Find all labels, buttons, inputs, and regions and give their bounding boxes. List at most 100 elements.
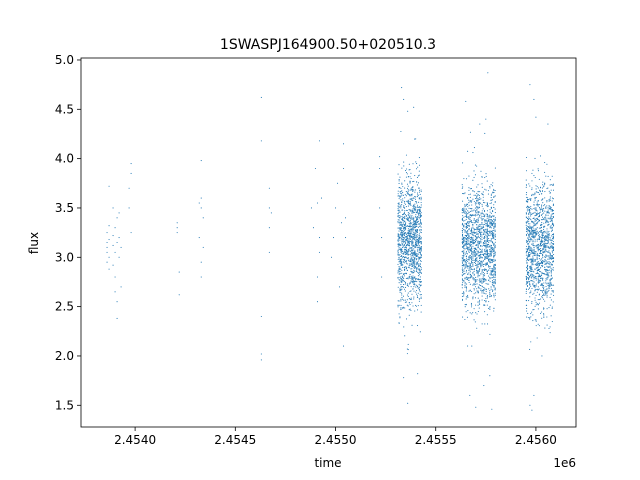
data-point: [491, 249, 493, 251]
data-point: [529, 245, 531, 247]
data-point: [525, 248, 527, 250]
data-point: [409, 198, 411, 200]
data-point: [312, 227, 315, 229]
data-point: [404, 283, 406, 285]
data-point: [379, 167, 381, 170]
data-point: [399, 248, 401, 251]
data-point: [419, 213, 421, 215]
data-point: [467, 273, 469, 275]
data-point: [465, 246, 468, 248]
data-point: [413, 223, 415, 226]
data-point: [484, 289, 486, 291]
data-point: [481, 186, 483, 188]
data-point: [418, 279, 420, 281]
data-point: [419, 225, 421, 227]
data-point: [477, 225, 479, 227]
data-point: [493, 204, 495, 206]
data-point: [547, 175, 549, 177]
data-point: [526, 281, 528, 283]
data-point: [418, 246, 421, 248]
data-point: [526, 249, 529, 251]
data-point: [399, 224, 401, 227]
data-point: [318, 237, 321, 239]
data-point: [533, 204, 535, 206]
data-point: [467, 294, 469, 296]
data-point: [401, 87, 403, 89]
data-point: [549, 237, 551, 239]
data-point: [417, 206, 419, 208]
data-point: [402, 216, 404, 218]
data-point: [400, 230, 402, 232]
data-point: [467, 150, 469, 152]
data-point: [536, 212, 538, 214]
data-point: [528, 220, 530, 222]
data-point: [406, 348, 408, 350]
data-point: [397, 286, 399, 288]
data-point: [398, 273, 400, 275]
data-point: [534, 233, 536, 235]
data-point: [405, 223, 407, 225]
data-point: [529, 238, 531, 241]
data-point: [466, 216, 469, 218]
data-point: [489, 308, 491, 310]
data-point: [408, 309, 410, 311]
data-point: [414, 270, 416, 272]
data-point: [539, 224, 542, 227]
data-point: [464, 285, 466, 287]
data-point: [416, 176, 419, 179]
data-point: [466, 258, 468, 260]
data-point: [465, 208, 467, 210]
data-point: [526, 210, 528, 212]
data-point: [494, 267, 496, 269]
data-point: [549, 198, 551, 200]
data-point: [417, 226, 419, 228]
data-point: [551, 223, 554, 225]
data-point: [485, 293, 487, 295]
data-point: [527, 209, 529, 211]
data-point: [539, 262, 541, 264]
data-point: [530, 292, 532, 294]
data-point: [398, 313, 400, 315]
data-point: [415, 229, 417, 231]
data-point: [407, 214, 409, 216]
data-point: [533, 253, 535, 255]
data-point: [461, 208, 464, 210]
data-point: [414, 238, 416, 240]
data-point: [419, 218, 421, 220]
data-point: [529, 283, 531, 285]
data-point: [486, 217, 488, 219]
data-point: [545, 220, 547, 222]
data-point: [493, 284, 495, 286]
data-point: [461, 299, 464, 301]
data-point: [538, 227, 540, 229]
data-point: [476, 250, 478, 252]
data-point: [535, 325, 537, 327]
data-point: [475, 204, 477, 206]
y-tick-label: 2.5: [55, 300, 74, 314]
data-point: [490, 247, 492, 250]
data-point: [404, 247, 406, 249]
data-point: [494, 252, 496, 254]
data-point: [550, 270, 552, 272]
data-point: [489, 268, 491, 270]
data-point: [407, 225, 409, 228]
data-point: [552, 291, 554, 293]
data-point: [543, 313, 545, 315]
data-point: [481, 176, 483, 178]
data-point: [411, 268, 413, 270]
data-point: [399, 259, 401, 261]
data-point: [310, 207, 313, 209]
data-point: [540, 267, 542, 269]
data-point: [472, 242, 474, 244]
data-point: [401, 193, 403, 195]
data-point: [477, 221, 479, 224]
data-point: [542, 209, 544, 212]
data-point: [548, 223, 550, 225]
data-point: [537, 192, 539, 194]
data-point: [543, 316, 545, 318]
data-point: [474, 281, 476, 283]
data-point: [406, 241, 408, 243]
data-point: [402, 308, 404, 310]
data-point: [535, 222, 537, 225]
